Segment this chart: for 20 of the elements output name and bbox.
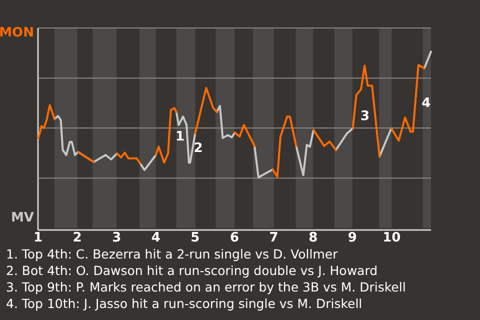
annotation: 2 [194,141,203,156]
x-tick-label: 1 [33,230,43,246]
text: 4. Top 10th: J. Jasso hit a run-scoring single vs M. Driskell [6,296,362,311]
x-tick-label: 5 [190,230,200,246]
annotation: 1 [175,129,185,144]
x-tick-label: 6 [230,230,240,246]
annotation: 4 [422,96,431,111]
text: 2. Bot 4th: O. Dawson hit a run-scoring double vs J. Howard [6,262,378,278]
x-tick-label: 10 [382,230,401,246]
x-tick-label: 9 [348,230,357,246]
text: MON [0,26,34,41]
x-tick-label: 3 [112,230,122,246]
annotation: 3 [360,109,370,124]
text: 3. Top 9th: P. Marks reached on an error by the 3B vs M. Driskell [6,279,406,294]
x-tick-label: 8 [308,230,318,246]
text: 1. Top 4th: C. Bezerra hit a 2-run single vs D. Vollmer [6,246,339,262]
x-tick-label: 7 [269,230,278,246]
x-tick-label: 2 [72,230,82,246]
x-tick-label: 4 [151,230,160,246]
text: MV [11,210,34,226]
